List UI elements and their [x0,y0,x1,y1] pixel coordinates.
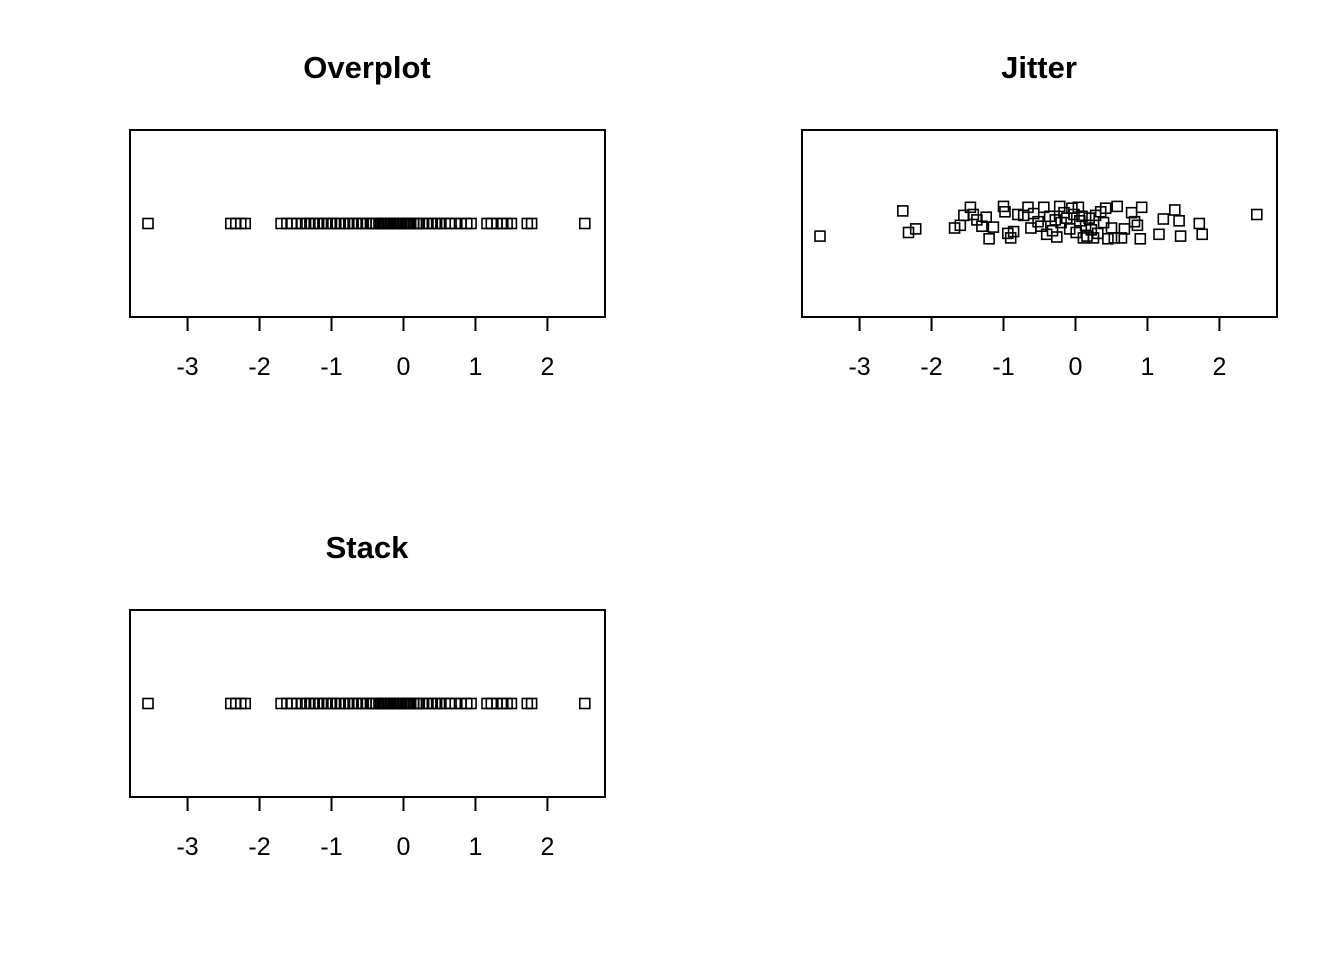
data-point [1111,200,1123,213]
data-point [1076,210,1088,223]
data-point [1085,224,1098,236]
data-point [983,233,995,245]
x-tick-label: -1 [320,353,342,381]
x-tick-label: -2 [248,353,270,381]
data-point [964,201,977,214]
data-point [896,205,909,217]
data-points [142,217,591,230]
data-point [142,217,154,230]
data-point [1174,230,1187,242]
data-point [449,217,462,230]
data-point [1115,232,1128,244]
panel-title: Jitter [1001,50,1077,85]
x-tick-label: 1 [469,833,483,861]
data-point [902,226,915,239]
x-axis: -3 -2 -1 0 1 2 [848,316,1226,381]
x-tick-label: 2 [1212,353,1226,381]
data-point [1131,219,1144,232]
data-point [1099,202,1112,214]
data-point [578,217,591,230]
panel-title: Overplot [303,50,430,85]
data-point [1169,204,1181,216]
x-tick-label: 2 [540,833,554,861]
x-axis: -3 -2 -1 0 1 2 [176,316,554,381]
x-tick-label: 1 [469,353,483,381]
data-points [142,697,591,710]
data-point [1251,208,1263,221]
x-tick-label: 2 [540,353,554,381]
panel-stack: Stack -3 -2 -1 0 1 2 [129,530,606,861]
data-point [1007,225,1020,238]
data-point [1025,222,1037,234]
data-point [578,697,591,710]
x-tick-label: -1 [320,833,342,861]
data-point [1051,231,1063,243]
data-point [505,217,518,230]
x-tick-label: 0 [1069,353,1083,381]
data-point [465,697,477,710]
data-point [814,230,826,242]
x-tick-label: 1 [1141,353,1155,381]
data-point [1196,228,1208,241]
data-point [449,697,462,710]
data-point [1108,232,1121,244]
data-point [1072,201,1085,214]
data-point [980,211,993,223]
data-points [814,200,1263,245]
x-tick-label: -3 [848,353,870,381]
data-point [1128,215,1141,228]
data-point [1153,228,1165,241]
data-point [1004,232,1017,244]
data-point [987,221,1000,233]
data-point [1157,213,1170,225]
data-point [239,697,251,710]
data-point [525,697,538,710]
panel-overplot: Overplot -3 -2 -1 0 1 2 [129,50,606,381]
data-point [465,217,477,230]
data-point [525,217,538,230]
plot-frame [801,129,1278,318]
data-point [1066,202,1078,214]
x-tick-label: -2 [920,353,942,381]
data-point [1063,223,1076,235]
x-tick-label: -2 [248,833,270,861]
x-tick-label: 0 [397,353,411,381]
x-tick-label: -3 [176,833,198,861]
x-tick-label: -3 [176,353,198,381]
x-tick-label: -1 [992,353,1014,381]
data-point [1193,217,1206,230]
data-point [239,217,251,230]
data-point [1083,212,1095,224]
panel-title: Stack [326,530,409,565]
panel-jitter: Jitter -3 -2 -1 0 1 2 [801,50,1278,381]
data-point [1173,215,1185,227]
data-point [909,223,922,235]
data-point [1102,233,1114,245]
data-point [142,697,154,710]
x-tick-label: 0 [397,833,411,861]
data-point [1118,223,1131,235]
data-point [1134,233,1147,245]
data-point [505,697,518,710]
x-axis: -3 -2 -1 0 1 2 [176,796,554,861]
data-point [999,206,1011,218]
data-point [1135,201,1148,214]
